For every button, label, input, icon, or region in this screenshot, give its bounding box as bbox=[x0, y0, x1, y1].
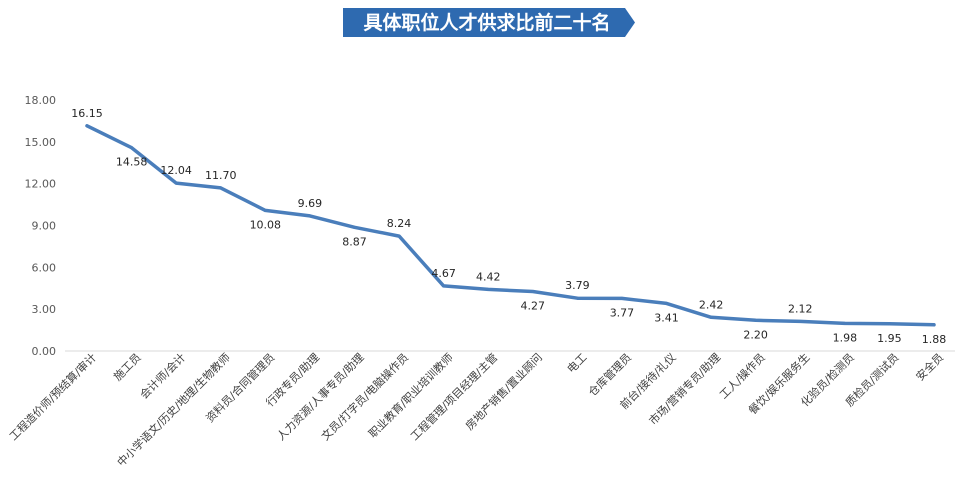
data-point bbox=[85, 124, 89, 128]
data-label: 8.24 bbox=[387, 217, 412, 230]
y-tick-label: 18.00 bbox=[25, 94, 57, 107]
y-tick-label: 9.00 bbox=[32, 220, 57, 233]
x-axis: 工程造价师/预结算/审计 施工员会计师/会计中小学语文/历史/地理/生物教师资料员… bbox=[6, 350, 946, 469]
x-tick-label: 仓库管理员 bbox=[585, 350, 634, 399]
data-point bbox=[665, 301, 669, 305]
y-tick-label: 3.00 bbox=[32, 303, 57, 316]
y-axis: 0.00 3.00 6.00 9.00 12.00 15.00 18.00 bbox=[25, 94, 57, 358]
data-point bbox=[575, 296, 579, 300]
data-label: 1.98 bbox=[833, 331, 858, 344]
chart-title-text: 具体职位人才供求比前二十名 bbox=[363, 11, 610, 34]
data-label: 3.41 bbox=[654, 311, 679, 324]
series-group bbox=[85, 124, 936, 327]
x-tick-label: 工程造价师/预结算/审计 bbox=[6, 350, 99, 443]
data-point bbox=[174, 181, 178, 185]
y-tick-label: 12.00 bbox=[25, 178, 57, 191]
x-tick-label: 施工员 bbox=[111, 351, 144, 384]
x-tick-label: 房地产销售/置业顾问 bbox=[462, 350, 545, 433]
data-label: 2.42 bbox=[699, 298, 724, 311]
data-point bbox=[308, 214, 312, 218]
series-line bbox=[85, 124, 936, 327]
data-label: 16.15 bbox=[71, 107, 103, 120]
data-point bbox=[352, 225, 356, 229]
data-point bbox=[531, 289, 535, 293]
data-point bbox=[442, 284, 446, 288]
data-label: 4.42 bbox=[476, 270, 501, 283]
data-label: 9.69 bbox=[298, 197, 323, 210]
title-banner bbox=[343, 8, 635, 37]
data-label: 3.79 bbox=[565, 279, 590, 292]
data-point bbox=[798, 319, 802, 323]
x-tick-label: 人力资源/人事专员/助理 bbox=[274, 350, 367, 443]
data-point bbox=[486, 287, 490, 291]
x-tick-label: 电工 bbox=[565, 351, 590, 376]
data-point bbox=[130, 146, 134, 150]
data-label: 2.20 bbox=[743, 328, 768, 341]
x-tick-label: 安全员 bbox=[913, 350, 946, 383]
data-point bbox=[219, 186, 223, 190]
data-point bbox=[709, 315, 713, 319]
data-labels: 16.15 14.58 12.04 11.70 10.08 9.69 8.87 8.24 4.6… bbox=[71, 107, 946, 346]
data-label: 14.58 bbox=[116, 156, 148, 169]
data-point bbox=[754, 318, 758, 322]
y-tick-label: 15.00 bbox=[25, 136, 57, 149]
data-point bbox=[932, 323, 936, 327]
y-tick-label: 0.00 bbox=[32, 345, 57, 358]
data-label: 11.70 bbox=[205, 169, 237, 182]
x-tick-label: 职业教育/职业培训教师 bbox=[365, 350, 455, 440]
y-tick-label: 6.00 bbox=[32, 261, 57, 274]
data-label: 10.08 bbox=[250, 218, 282, 231]
data-point bbox=[620, 296, 624, 300]
data-label: 8.87 bbox=[342, 235, 367, 248]
data-point bbox=[397, 234, 401, 238]
data-label: 4.27 bbox=[521, 299, 546, 312]
data-label: 4.67 bbox=[431, 267, 456, 280]
data-label: 12.04 bbox=[160, 164, 192, 177]
data-point bbox=[843, 321, 847, 325]
chart-title: 具体职位人才供求比前二十名 bbox=[343, 8, 635, 37]
data-point bbox=[263, 208, 267, 212]
x-tick-label: 工程管理/项目经理/主管 bbox=[407, 350, 500, 443]
data-label: 3.77 bbox=[610, 306, 635, 319]
x-tick-label: 文员/打字员/电脑操作员 bbox=[318, 350, 411, 443]
data-label: 1.95 bbox=[877, 332, 902, 345]
data-label: 2.12 bbox=[788, 302, 813, 315]
data-label: 1.88 bbox=[922, 333, 947, 346]
data-point bbox=[887, 322, 891, 326]
